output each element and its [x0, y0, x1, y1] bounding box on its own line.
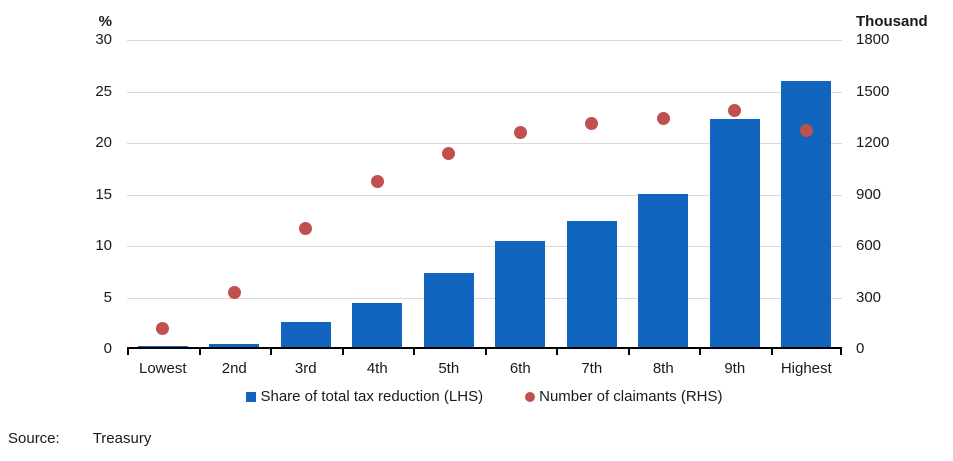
- left-axis-tick-label: 10: [95, 237, 112, 254]
- dot-7th: [585, 116, 599, 130]
- left-axis-tick-label: 25: [95, 82, 112, 100]
- x-axis-label-7th: 7th: [581, 360, 603, 377]
- right-axis-tick-label: 900: [856, 185, 882, 203]
- dot-6th: [513, 126, 527, 140]
- dot-lowest: [156, 321, 170, 335]
- x-axis-label-6th: 6th: [509, 360, 531, 377]
- left-axis-tick-label: 30: [95, 31, 112, 48]
- gridline: [127, 40, 842, 41]
- legend-dot-label: Number of claimants (RHS): [539, 388, 723, 405]
- bar-lowest: [137, 345, 188, 347]
- left-axis-unit-label: %: [98, 13, 112, 30]
- x-axis-tick: [770, 349, 773, 355]
- dot-8th: [656, 112, 670, 126]
- x-axis-label-9th: 9th: [724, 360, 746, 377]
- x-axis-label-8th: 8th: [652, 360, 674, 377]
- gridline: [127, 143, 842, 144]
- right-axis-tick-label: 1500: [856, 82, 890, 100]
- x-axis-label-2nd: 2nd: [221, 360, 247, 377]
- legend-item-dots: Number of claimants (RHS): [525, 388, 723, 405]
- right-axis-tick-label: 1800: [856, 31, 890, 48]
- gridline: [127, 91, 842, 93]
- bar-6th: [495, 240, 546, 347]
- x-axis-tick: [627, 349, 630, 355]
- bar-7th: [566, 221, 617, 347]
- left-axis-tick-label: 0: [103, 340, 112, 357]
- bar-3rd: [280, 322, 331, 347]
- dot-series-marker-icon: [525, 391, 536, 402]
- right-axis-tick-label: 0: [856, 340, 865, 357]
- x-axis-tick: [413, 349, 415, 355]
- gridline: [127, 297, 842, 299]
- bar-series-marker-icon: [246, 391, 257, 402]
- x-axis-tick: [127, 349, 129, 355]
- dot-2nd: [227, 285, 241, 299]
- x-axis-tick: [484, 349, 487, 355]
- x-axis-tick: [341, 349, 344, 355]
- right-axis-unit-label: Thousand: [856, 13, 928, 30]
- bar-4th: [352, 302, 403, 347]
- source-value: Treasury: [92, 430, 152, 447]
- plot-area: [127, 40, 842, 355]
- bar-2nd: [209, 343, 260, 347]
- left-axis-tick-label: 5: [103, 288, 112, 306]
- x-axis-label-4th: 4th: [366, 360, 388, 377]
- x-axis-tick: [840, 349, 842, 355]
- dot-9th: [728, 103, 742, 117]
- source-note: Source: Treasury: [8, 430, 151, 447]
- dot-3rd: [299, 222, 313, 236]
- left-axis-tick-label: 15: [95, 185, 112, 203]
- legend-item-bars: Share of total tax reduction (LHS): [246, 388, 483, 405]
- legend: Share of total tax reduction (LHS) Numbe…: [127, 388, 842, 405]
- bar-highest: [781, 81, 832, 347]
- gridline: [127, 194, 842, 196]
- left-axis-tick-label: 20: [95, 134, 112, 151]
- x-axis-tick: [270, 349, 272, 355]
- dot-5th: [442, 146, 456, 160]
- bar-8th: [638, 193, 689, 347]
- right-axis-tick-label: 1200: [856, 134, 890, 151]
- x-axis-label-lowest: Lowest: [138, 360, 187, 377]
- x-axis-label-highest: Highest: [780, 360, 832, 377]
- dot-highest: [799, 124, 813, 138]
- bar-9th: [709, 119, 760, 347]
- bar-5th: [423, 272, 474, 347]
- dot-4th: [370, 175, 384, 189]
- legend-bar-label: Share of total tax reduction (LHS): [260, 388, 484, 405]
- x-axis-label-3rd: 3rd: [294, 360, 317, 377]
- source-prefix: Source:: [8, 430, 60, 447]
- x-axis-tick: [556, 349, 558, 355]
- x-axis-tick: [699, 349, 701, 355]
- right-axis-tick-label: 300: [856, 288, 882, 306]
- gridline: [127, 246, 842, 247]
- x-axis-label-5th: 5th: [438, 360, 460, 377]
- right-axis-tick-label: 600: [856, 237, 882, 254]
- x-axis-tick: [198, 349, 201, 355]
